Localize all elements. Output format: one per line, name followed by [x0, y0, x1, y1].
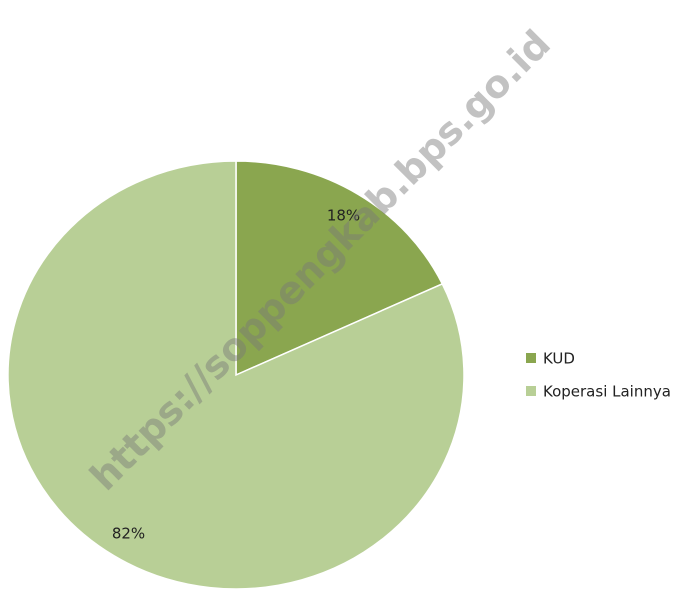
legend-swatch — [526, 386, 536, 396]
legend-swatch — [526, 353, 536, 363]
pie-slice — [7, 160, 465, 589]
data-label: 18% — [327, 206, 360, 224]
data-label: 82% — [112, 525, 145, 543]
legend-label: Koperasi Lainnya — [543, 383, 671, 401]
pie-slice — [235, 160, 444, 377]
legend-label: KUD — [543, 350, 575, 368]
